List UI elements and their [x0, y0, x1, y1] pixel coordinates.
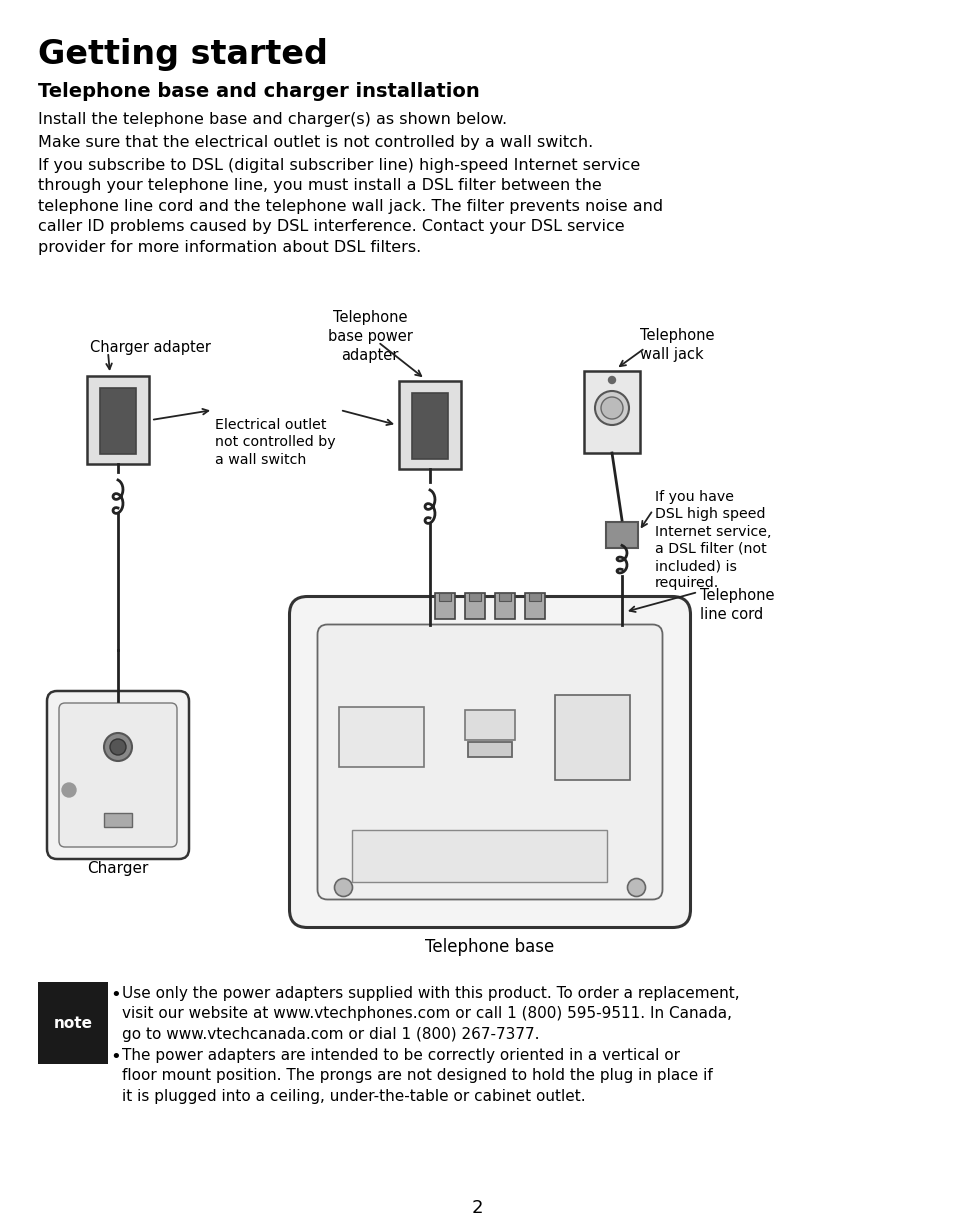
Bar	[469, 593, 480, 600]
FancyBboxPatch shape	[59, 703, 177, 848]
Circle shape	[627, 878, 645, 897]
Text: If you have
DSL high speed
Internet service,
a DSL filter (not
included) is
requ: If you have DSL high speed Internet serv…	[655, 490, 771, 590]
Text: Use only the power adapters supplied with this product. To order a replacement,
: Use only the power adapters supplied wit…	[122, 986, 739, 1042]
Text: note: note	[53, 1015, 92, 1030]
FancyBboxPatch shape	[317, 625, 661, 899]
Circle shape	[600, 397, 622, 419]
FancyBboxPatch shape	[289, 596, 690, 928]
Text: Telephone base and charger installation: Telephone base and charger installation	[38, 83, 479, 101]
Bar	[38, 982, 108, 1064]
Bar	[468, 742, 512, 756]
Bar	[412, 393, 448, 460]
Circle shape	[110, 739, 126, 755]
Circle shape	[335, 878, 352, 897]
Text: Electrical outlet
not controlled by
a wall switch: Electrical outlet not controlled by a wa…	[214, 418, 335, 467]
Text: Charger: Charger	[88, 861, 149, 876]
Text: Telephone base: Telephone base	[425, 938, 554, 956]
Bar	[87, 376, 149, 464]
Bar	[339, 707, 424, 768]
Text: If you subscribe to DSL (digital subscriber line) high-speed Internet service
th: If you subscribe to DSL (digital subscri…	[38, 158, 662, 255]
Bar	[100, 388, 136, 455]
Text: Install the telephone base and charger(s) as shown below.: Install the telephone base and charger(s…	[38, 112, 507, 127]
Bar	[398, 381, 460, 469]
Bar	[104, 813, 132, 827]
Text: Telephone
base power
adapter: Telephone base power adapter	[327, 310, 412, 363]
Bar	[464, 710, 515, 740]
Circle shape	[595, 391, 628, 425]
Circle shape	[104, 733, 132, 761]
Text: Charger adapter: Charger adapter	[90, 340, 211, 355]
Bar	[435, 593, 455, 618]
Bar	[605, 522, 638, 548]
Text: Telephone
line cord: Telephone line cord	[700, 588, 774, 622]
Text: 2: 2	[471, 1199, 482, 1217]
Text: Telephone
wall jack: Telephone wall jack	[639, 328, 714, 362]
Circle shape	[608, 377, 615, 383]
Text: •: •	[110, 986, 121, 1004]
Bar	[438, 593, 451, 600]
Text: •: •	[110, 1048, 121, 1066]
Bar	[352, 829, 607, 882]
Circle shape	[62, 784, 76, 797]
Bar	[495, 593, 515, 618]
Bar	[583, 371, 639, 453]
Text: Make sure that the electrical outlet is not controlled by a wall switch.: Make sure that the electrical outlet is …	[38, 136, 593, 150]
Bar	[555, 695, 629, 780]
Bar	[524, 593, 544, 618]
Text: Getting started: Getting started	[38, 38, 328, 71]
Bar	[498, 593, 511, 600]
FancyBboxPatch shape	[47, 691, 189, 859]
Bar	[529, 593, 540, 600]
Bar	[464, 593, 484, 618]
Text: The power adapters are intended to be correctly oriented in a vertical or
floor : The power adapters are intended to be co…	[122, 1048, 712, 1104]
